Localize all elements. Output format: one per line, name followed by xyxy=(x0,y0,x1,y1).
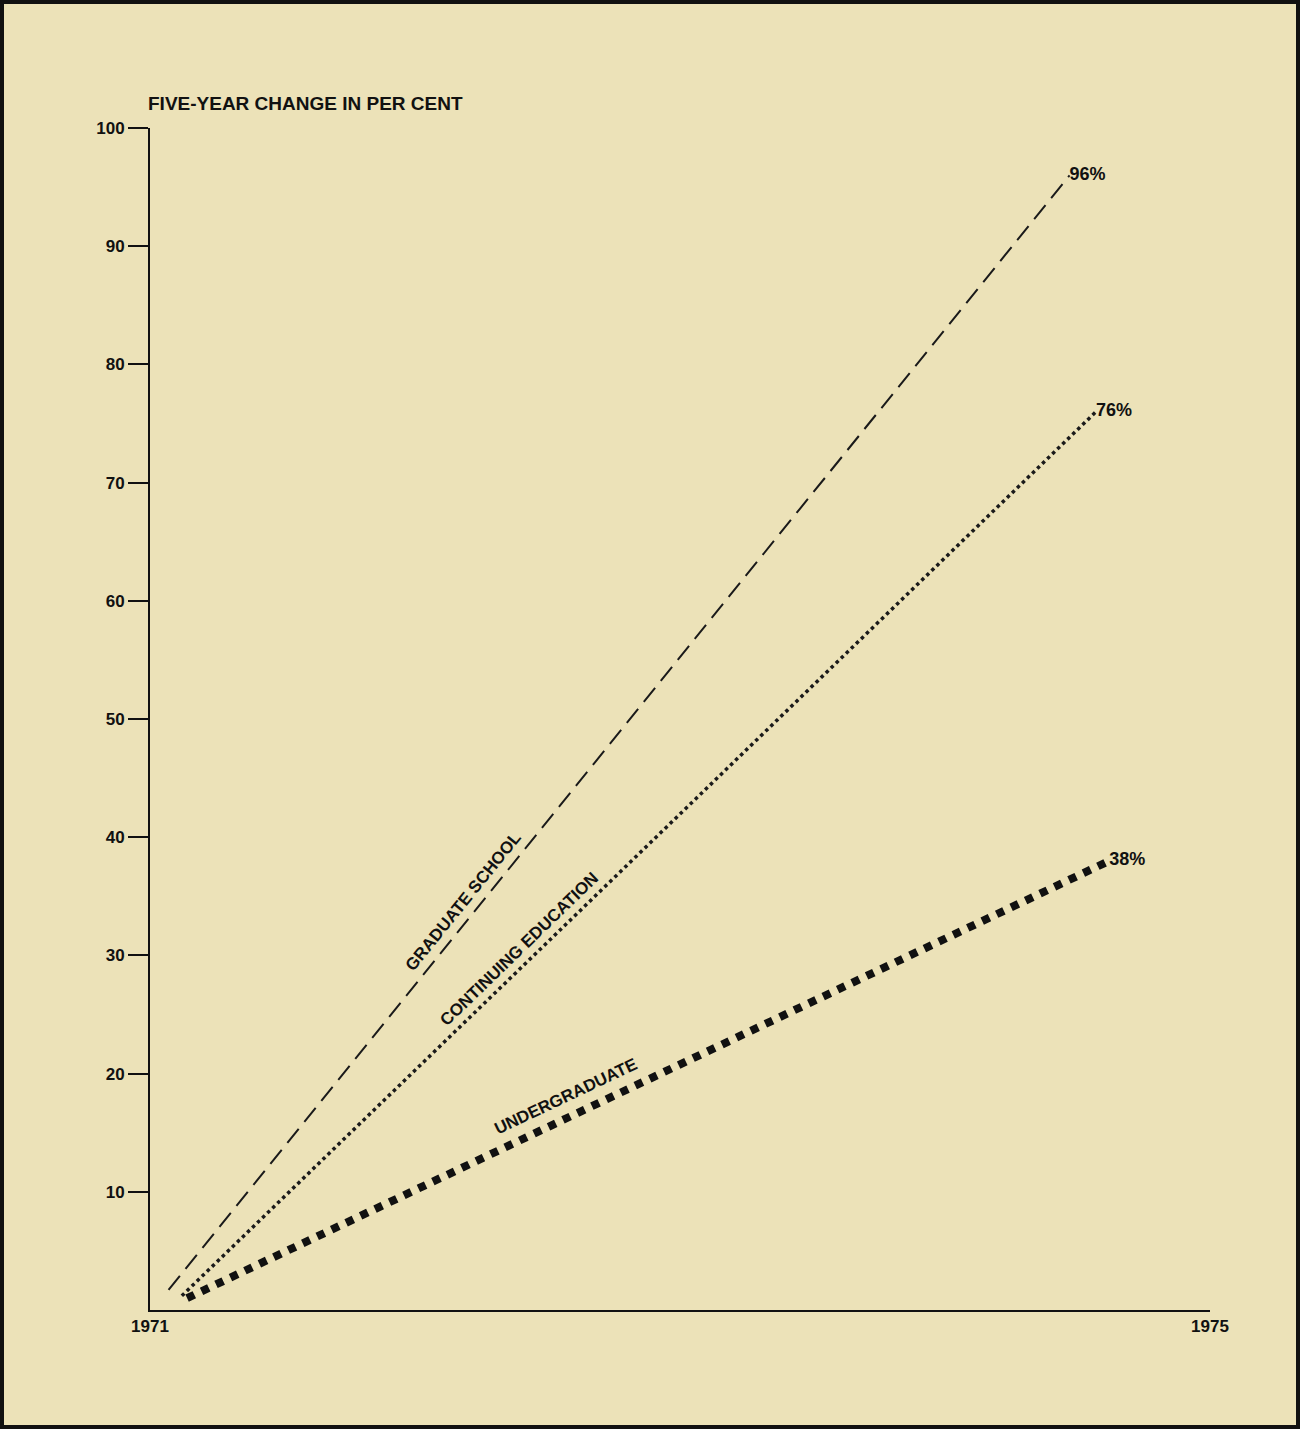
svg-text:40: 40 xyxy=(106,828,125,847)
svg-text:1975: 1975 xyxy=(1191,1317,1229,1336)
svg-text:10: 10 xyxy=(106,1183,125,1202)
svg-text:FIVE-YEAR CHANGE IN PER CENT: FIVE-YEAR CHANGE IN PER CENT xyxy=(148,93,463,114)
svg-text:60: 60 xyxy=(106,592,125,611)
svg-text:UNDERGRADUATE: UNDERGRADUATE xyxy=(491,1055,640,1139)
svg-text:30: 30 xyxy=(106,946,125,965)
svg-text:96%: 96% xyxy=(1070,164,1106,184)
svg-text:38%: 38% xyxy=(1109,849,1145,869)
svg-text:CONTINUING EDUCATION: CONTINUING EDUCATION xyxy=(436,869,602,1030)
svg-text:80: 80 xyxy=(106,355,125,374)
svg-text:1971: 1971 xyxy=(131,1317,169,1336)
svg-text:20: 20 xyxy=(106,1065,125,1084)
svg-text:70: 70 xyxy=(106,474,125,493)
svg-text:100: 100 xyxy=(96,119,124,138)
svg-text:90: 90 xyxy=(106,237,125,256)
svg-text:GRADUATE SCHOOL: GRADUATE SCHOOL xyxy=(402,828,525,974)
svg-text:50: 50 xyxy=(106,710,125,729)
svg-text:76%: 76% xyxy=(1096,400,1132,420)
